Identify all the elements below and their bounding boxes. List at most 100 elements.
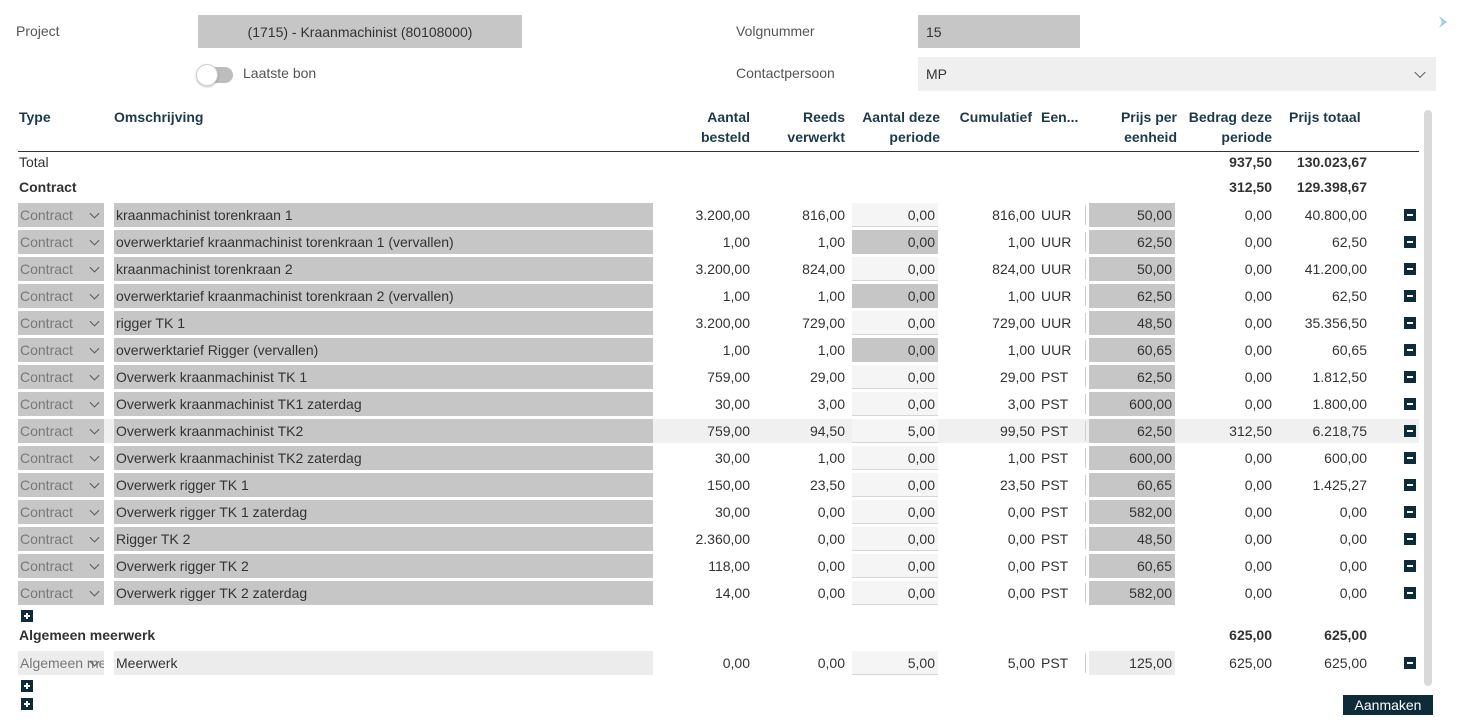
reeds-verwerkt: 1,00 bbox=[817, 450, 845, 466]
remove-row-button[interactable] bbox=[1404, 425, 1416, 437]
type-select[interactable]: Contract bbox=[18, 257, 104, 281]
omschrijving-field[interactable]: Meerwerk bbox=[114, 651, 653, 675]
omschrijving-field[interactable]: Overwerk kraanmachinist TK1 zaterdag bbox=[114, 392, 653, 416]
omschrijving-field[interactable]: Overwerk kraanmachinist TK2 zaterdag bbox=[114, 446, 653, 470]
type-select[interactable]: Contract bbox=[18, 338, 104, 362]
type-select[interactable]: Contract bbox=[18, 392, 104, 416]
aantal-deze-periode-input[interactable]: 0,00 bbox=[852, 581, 938, 605]
omschrijving-field[interactable]: Overwerk rigger TK 1 bbox=[114, 473, 653, 497]
remove-row-button[interactable] bbox=[1404, 560, 1416, 572]
prijs-per-eenheid-input[interactable]: 62,50 bbox=[1089, 365, 1175, 389]
remove-row-button[interactable] bbox=[1404, 290, 1416, 302]
omschrijving-field[interactable]: kraanmachinist torenkraan 1 bbox=[114, 203, 653, 227]
aantal-deze-periode-input[interactable]: 0,00 bbox=[852, 311, 938, 335]
add-meerwerk-row-button[interactable] bbox=[21, 680, 33, 692]
omschrijving-field[interactable]: kraanmachinist torenkraan 2 bbox=[114, 257, 653, 281]
add-contract-row-button[interactable] bbox=[21, 610, 33, 622]
remove-row-button[interactable] bbox=[1404, 479, 1416, 491]
omschrijving-field[interactable]: Overwerk rigger TK 1 zaterdag bbox=[114, 500, 653, 524]
prijs-per-eenheid-input[interactable]: 50,00 bbox=[1089, 257, 1175, 281]
aantal-deze-periode-input[interactable]: 0,00 bbox=[852, 527, 938, 551]
type-select[interactable]: Contract bbox=[18, 311, 104, 335]
remove-row-button[interactable] bbox=[1404, 587, 1416, 599]
prijs-per-eenheid-input[interactable]: 60,65 bbox=[1089, 554, 1175, 578]
col-bedrag-deze-periode: Bedrag deze periode bbox=[1188, 109, 1272, 145]
chevron-right-icon[interactable] bbox=[1437, 14, 1451, 30]
remove-row-button[interactable] bbox=[1404, 209, 1416, 221]
omschrijving-field[interactable]: Overwerk rigger TK 2 zaterdag bbox=[114, 581, 653, 605]
type-select[interactable]: Contract bbox=[18, 473, 104, 497]
meerwerk-bedrag: 625,00 bbox=[1229, 627, 1272, 643]
table-row: Contract Overwerk rigger TK 2 zaterdag 14,… bbox=[18, 581, 1419, 605]
aantal-besteld: 118,00 bbox=[708, 558, 750, 574]
remove-row-button[interactable] bbox=[1404, 533, 1416, 545]
aantal-deze-periode-input[interactable]: 0,00 bbox=[852, 392, 938, 416]
vertical-scrollbar[interactable] bbox=[1424, 110, 1432, 686]
prijs-per-eenheid-input[interactable]: 582,00 bbox=[1089, 581, 1175, 605]
type-value: Contract bbox=[20, 450, 73, 466]
remove-row-button[interactable] bbox=[1404, 236, 1416, 248]
prijs-per-eenheid-input[interactable]: 600,00 bbox=[1089, 392, 1175, 416]
project-field[interactable]: (1715) - Kraanmachinist (80108000) bbox=[198, 15, 522, 48]
prijs-per-eenheid-input[interactable]: 62,50 bbox=[1089, 284, 1175, 308]
type-select[interactable]: Contract bbox=[18, 446, 104, 470]
type-value: Contract bbox=[20, 531, 73, 547]
aantal-besteld: 1,00 bbox=[722, 342, 750, 358]
aantal-deze-periode-input[interactable]: 0,00 bbox=[852, 257, 938, 281]
aantal-besteld: 30,00 bbox=[714, 504, 750, 520]
prijs-per-eenheid-input[interactable]: 62,50 bbox=[1089, 419, 1175, 443]
type-select[interactable]: Contract bbox=[18, 581, 104, 605]
type-select[interactable]: Contract bbox=[18, 554, 104, 578]
aantal-deze-periode-input[interactable]: 0,00 bbox=[852, 473, 938, 497]
laatste-bon-toggle[interactable] bbox=[196, 64, 233, 86]
prijs-per-eenheid-input[interactable]: 48,50 bbox=[1089, 527, 1175, 551]
bedrag-deze-periode: 625,00 bbox=[1229, 655, 1272, 671]
aantal-deze-periode-input[interactable]: 0,00 bbox=[852, 365, 938, 389]
bedrag-deze-periode: 0,00 bbox=[1244, 531, 1272, 547]
type-select[interactable]: Contract bbox=[18, 284, 104, 308]
prijs-per-eenheid-input[interactable]: 62,50 bbox=[1089, 230, 1175, 254]
prijs-per-eenheid-input[interactable]: 50,00 bbox=[1089, 203, 1175, 227]
aanmaken-button[interactable]: Aanmaken bbox=[1343, 695, 1433, 715]
remove-row-button[interactable] bbox=[1404, 398, 1416, 410]
remove-row-button[interactable] bbox=[1404, 344, 1416, 356]
cumulatief: 0,00 bbox=[1007, 558, 1035, 574]
omschrijving-field[interactable]: overwerktarief kraanmachinist torenkraan… bbox=[114, 284, 653, 308]
omschrijving-field[interactable]: Overwerk kraanmachinist TK 1 bbox=[114, 365, 653, 389]
aantal-deze-periode-input[interactable]: 0,00 bbox=[852, 554, 938, 578]
type-select[interactable]: Contract bbox=[18, 527, 104, 551]
type-select[interactable]: Contract bbox=[18, 230, 104, 254]
aantal-deze-periode-input[interactable]: 5,00 bbox=[852, 419, 938, 443]
volgnummer-field[interactable]: 15 bbox=[918, 15, 1080, 48]
remove-row-button[interactable] bbox=[1404, 657, 1416, 669]
remove-row-button[interactable] bbox=[1404, 452, 1416, 464]
remove-row-button[interactable] bbox=[1404, 506, 1416, 518]
aantal-deze-periode-input[interactable]: 0,00 bbox=[852, 500, 938, 524]
prijs-per-eenheid-input[interactable]: 60,65 bbox=[1089, 473, 1175, 497]
type-select[interactable]: Contract bbox=[18, 365, 104, 389]
remove-row-button[interactable] bbox=[1404, 317, 1416, 329]
remove-row-button[interactable] bbox=[1404, 263, 1416, 275]
omschrijving-field[interactable]: Rigger TK 2 bbox=[114, 527, 653, 551]
type-select[interactable]: Contract bbox=[18, 500, 104, 524]
aantal-deze-periode-input[interactable]: 0,00 bbox=[852, 446, 938, 470]
aantal-deze-periode-input[interactable]: 5,00 bbox=[852, 651, 938, 675]
prijs-per-eenheid-input[interactable]: 60,65 bbox=[1089, 338, 1175, 362]
prijs-per-eenheid-input[interactable]: 600,00 bbox=[1089, 446, 1175, 470]
aantal-besteld: 1,00 bbox=[722, 288, 750, 304]
omschrijving-field[interactable]: Overwerk rigger TK 2 bbox=[114, 554, 653, 578]
add-group-button[interactable] bbox=[21, 698, 33, 710]
omschrijving-field[interactable]: rigger TK 1 bbox=[114, 311, 653, 335]
omschrijving-field[interactable]: overwerktarief kraanmachinist torenkraan… bbox=[114, 230, 653, 254]
remove-row-button[interactable] bbox=[1404, 371, 1416, 383]
prijs-per-eenheid-input[interactable]: 125,00 bbox=[1089, 651, 1175, 675]
omschrijving-field[interactable]: overwerktarief Rigger (vervallen) bbox=[114, 338, 653, 362]
type-select[interactable]: Contract bbox=[18, 419, 104, 443]
aantal-deze-periode-input[interactable]: 0,00 bbox=[852, 203, 938, 227]
type-select[interactable]: Algemeen meerwerk bbox=[18, 651, 104, 675]
prijs-per-eenheid-input[interactable]: 48,50 bbox=[1089, 311, 1175, 335]
contactpersoon-select[interactable]: MP bbox=[918, 57, 1436, 91]
omschrijving-field[interactable]: Overwerk kraanmachinist TK2 bbox=[114, 419, 653, 443]
type-select[interactable]: Contract bbox=[18, 203, 104, 227]
prijs-per-eenheid-input[interactable]: 582,00 bbox=[1089, 500, 1175, 524]
